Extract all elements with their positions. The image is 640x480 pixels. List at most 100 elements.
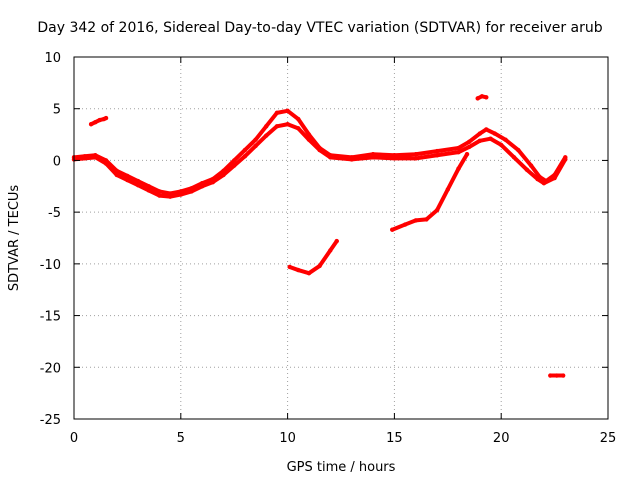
data-point	[287, 264, 292, 270]
data-point	[516, 147, 521, 153]
data-point	[334, 238, 339, 244]
data-point	[349, 157, 354, 162]
data-point	[484, 95, 489, 100]
data-point	[157, 193, 162, 198]
data-point	[189, 189, 194, 194]
data-point	[552, 175, 557, 181]
data-point	[434, 148, 440, 154]
x-tick-label: 5	[177, 431, 185, 446]
data-point	[274, 110, 280, 116]
data-point	[306, 270, 312, 276]
data-point	[135, 183, 141, 188]
x-tick-label: 15	[386, 431, 403, 446]
data-point	[560, 373, 566, 378]
data-point	[317, 147, 322, 153]
data-point	[524, 167, 530, 172]
series-fragment-2	[287, 239, 339, 276]
grid	[74, 57, 608, 419]
data-point	[242, 154, 248, 159]
data-point	[296, 126, 301, 131]
data-point	[178, 192, 183, 197]
data-point	[464, 152, 470, 157]
y-tick-label: -25	[40, 413, 61, 428]
data-point	[413, 218, 418, 223]
x-tick-label: 0	[70, 431, 78, 446]
data-point	[434, 153, 440, 158]
data-point	[253, 137, 258, 142]
data-point	[146, 188, 151, 193]
data-point	[199, 184, 205, 189]
y-tick-label: 5	[53, 103, 61, 118]
data-point	[511, 155, 517, 160]
data-point	[492, 131, 497, 136]
data-point	[274, 124, 280, 129]
x-tick-label: 10	[279, 431, 296, 446]
data-point	[135, 178, 141, 184]
data-point	[413, 152, 418, 157]
data-point	[317, 263, 322, 269]
data-layer	[71, 94, 568, 378]
data-point	[370, 152, 376, 157]
data-point	[424, 217, 429, 222]
data-point	[499, 142, 504, 148]
data-point	[541, 180, 547, 186]
data-point	[210, 179, 216, 185]
chart-title: Day 342 of 2016, Sidereal Day-to-day VTE…	[37, 20, 603, 36]
data-point	[328, 155, 333, 160]
data-point	[456, 166, 461, 171]
data-point	[285, 122, 290, 127]
data-point	[157, 189, 162, 194]
data-point	[445, 187, 450, 192]
data-point	[479, 94, 485, 99]
y-axis-label: SDTVAR / TECUs	[7, 185, 22, 292]
data-point	[232, 158, 237, 163]
data-point	[264, 133, 269, 138]
data-point	[434, 207, 440, 213]
data-point	[466, 139, 472, 145]
data-point	[296, 116, 301, 122]
data-point	[93, 119, 98, 125]
data-point	[563, 157, 568, 162]
data-point	[93, 155, 98, 160]
y-tick-label: -10	[40, 258, 61, 273]
data-point	[390, 227, 395, 232]
data-point	[456, 145, 461, 151]
data-point	[484, 127, 489, 132]
data-point	[125, 177, 130, 183]
data-point	[402, 222, 408, 227]
data-point	[328, 248, 333, 253]
data-point	[167, 194, 173, 199]
ticks: 0 5 10 15 20 25 -25 -20 -15 -10 -5 0 5 10	[40, 51, 617, 446]
series-fragment-3	[390, 152, 470, 232]
data-point	[103, 115, 109, 121]
y-tick-label: -15	[40, 310, 61, 325]
data-point	[466, 144, 472, 150]
data-point	[392, 156, 397, 161]
data-point	[88, 122, 94, 127]
data-point	[475, 96, 480, 101]
y-tick-label: 10	[44, 51, 61, 66]
data-point	[528, 163, 534, 168]
data-point	[554, 373, 559, 378]
data-point	[253, 143, 258, 149]
data-point	[82, 156, 87, 161]
plot-frame	[73, 56, 609, 420]
x-axis-label: GPS time / hours	[287, 460, 396, 475]
data-point	[477, 138, 483, 143]
x-tick-label: 20	[493, 431, 510, 446]
data-point	[264, 124, 269, 129]
y-tick-label: -20	[40, 361, 61, 376]
y-tick-label: -5	[48, 206, 61, 221]
data-point	[285, 108, 290, 113]
data-point	[477, 131, 483, 136]
data-point	[103, 161, 109, 166]
data-point	[370, 155, 376, 160]
data-point	[114, 172, 119, 178]
data-point	[535, 176, 540, 182]
x-tick-label: 25	[600, 431, 617, 446]
data-point	[503, 137, 508, 142]
data-point	[548, 373, 553, 378]
data-point	[146, 184, 151, 189]
data-point	[97, 117, 102, 123]
